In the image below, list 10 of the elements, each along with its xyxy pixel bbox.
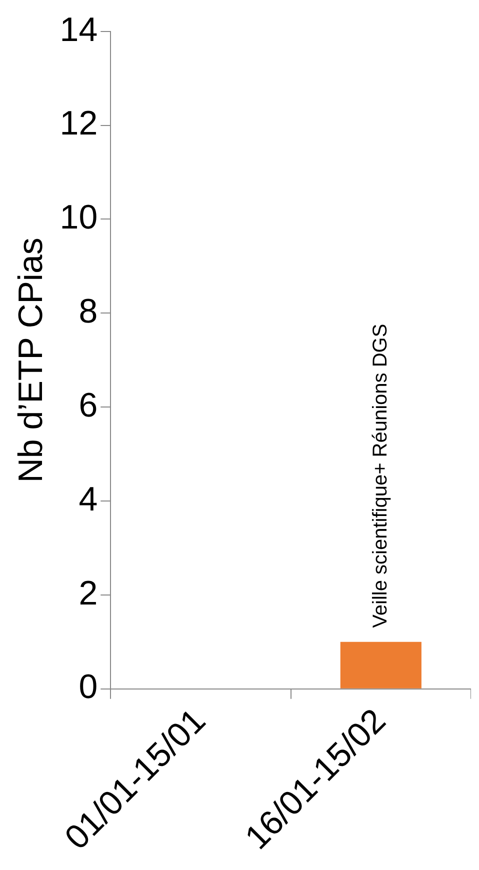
- y-tick-label: 4: [78, 480, 98, 518]
- y-tick-label: 0: [78, 668, 98, 706]
- y-tick-label: 6: [78, 386, 98, 424]
- y-axis-title: Nb d’ETP CPias: [12, 238, 50, 483]
- y-tick-label: 14: [60, 10, 98, 49]
- annotation: Veille scientifique+ Réunions DGS: [369, 324, 392, 628]
- y-tick-label: 2: [78, 574, 98, 612]
- y-tick-label: 8: [78, 292, 98, 331]
- y-tick-label: 12: [60, 104, 98, 143]
- y-tick-label: 10: [60, 198, 98, 237]
